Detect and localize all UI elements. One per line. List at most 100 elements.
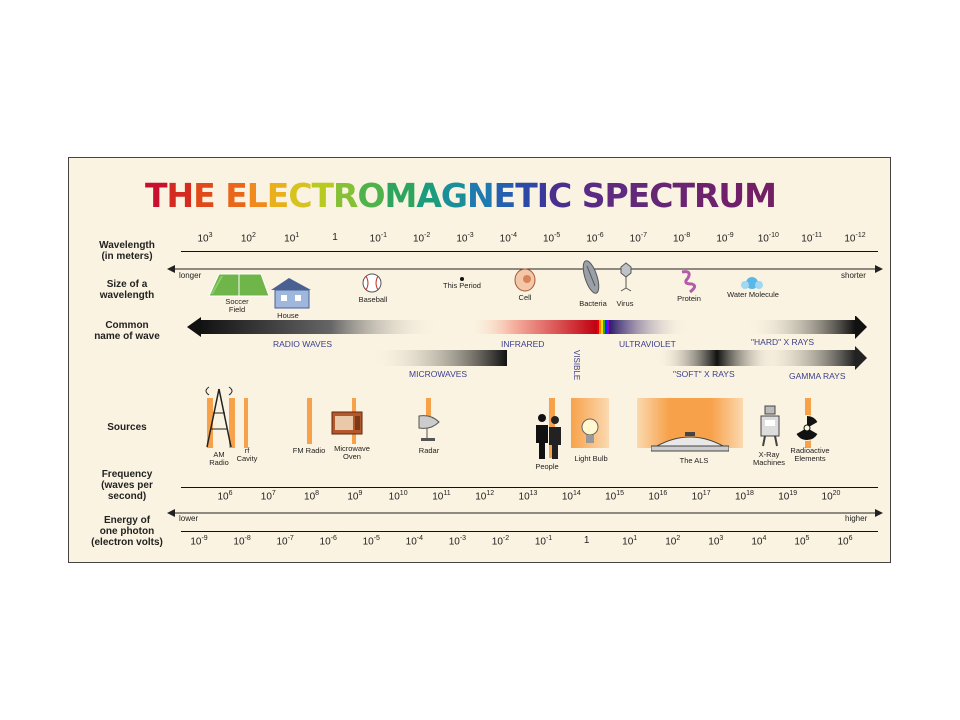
energy-tick: 103 <box>708 535 724 548</box>
lower-label: lower <box>179 514 199 523</box>
arrow-right-icon <box>875 265 883 273</box>
title-letter: R <box>693 176 719 215</box>
frequency-tick: 109 <box>347 490 363 503</box>
ultraviolet-label: ULTRAVIOLET <box>619 339 676 349</box>
baseball-icon <box>362 273 382 293</box>
baseball-label: Baseball <box>358 295 388 304</box>
radio-band <box>199 320 439 334</box>
energy-direction-arrow <box>167 509 883 517</box>
wavelength-tick: 10-2 <box>412 232 431 245</box>
radio-waves-label: RADIO WAVES <box>273 339 333 349</box>
title-letter: M <box>744 176 777 215</box>
frequency-tick: 1014 <box>561 490 581 503</box>
energy-tick: 10-2 <box>491 535 510 548</box>
title-letter: E <box>193 176 216 215</box>
wavelength-tick: 10-12 <box>844 232 866 245</box>
wavelength-tick: 10-9 <box>716 232 734 245</box>
hard-xray-arrow-head-icon <box>855 316 867 339</box>
energy-tick: 104 <box>751 535 767 548</box>
energy-tick: 10-4 <box>405 535 424 548</box>
bacteria-icon <box>582 260 600 294</box>
frequency-tick: 1016 <box>648 490 668 503</box>
title-letter: C <box>288 176 312 215</box>
rf-cavity-glow <box>244 398 248 448</box>
virus-icon <box>620 262 632 292</box>
cell-label: Cell <box>518 293 532 302</box>
title-letter: T <box>672 176 694 215</box>
wavelength-tick: 103 <box>197 232 213 245</box>
energy-tick: 102 <box>665 535 681 548</box>
title-letter: T <box>145 176 167 215</box>
row-label-wavelength: Wavelength (in meters) <box>99 240 155 262</box>
arrow-left-icon <box>167 265 175 273</box>
wavelength-tick: 10-11 <box>801 232 823 245</box>
wavelength-tick: 10-7 <box>629 232 648 245</box>
wavelength-tick: 102 <box>240 232 256 245</box>
am-radio-label: AM Radio <box>209 450 229 467</box>
microwave-band <box>371 350 507 366</box>
title-letter: T <box>515 176 537 215</box>
frequency-tick: 107 <box>260 490 276 503</box>
frequency-tick: 1018 <box>734 490 754 503</box>
wavelength-tick: 10-6 <box>586 232 604 245</box>
frequency-tick: 1017 <box>691 490 711 503</box>
shorter-label: shorter <box>841 271 866 280</box>
soft-xrays-label: "SOFT" X RAYS <box>673 369 735 379</box>
energy-tick: 10-7 <box>276 535 294 548</box>
frequency-tick: 1020 <box>821 490 841 503</box>
wavelength-tick: 10-10 <box>757 232 779 245</box>
cell-icon <box>514 268 536 292</box>
frequency-tick: 108 <box>304 490 320 503</box>
infrared-band <box>467 320 597 334</box>
fm-radio-glow <box>307 398 312 444</box>
title-letter <box>571 176 582 216</box>
energy-tick: 1 <box>583 535 590 546</box>
xray-machine-icon <box>760 405 780 447</box>
energy-tick: 101 <box>622 535 638 548</box>
row-label-size: Size of a wavelength <box>99 279 155 301</box>
am-radio-glow-2 <box>229 398 235 448</box>
title-letter: A <box>416 176 442 215</box>
frequency-tick: 1015 <box>605 490 625 503</box>
microwave-oven-icon <box>331 411 363 435</box>
the-als-label: The ALS <box>679 456 709 465</box>
virus-label: Virus <box>616 299 634 308</box>
radar-label: Radar <box>418 446 440 455</box>
row-label-common-name: Common name of wave <box>94 320 160 342</box>
house-label: House <box>277 311 299 320</box>
ultraviolet-band <box>609 320 689 334</box>
wavelength-tick: 10-3 <box>456 232 474 245</box>
title-letter: E <box>225 176 248 215</box>
als-building-icon <box>651 432 729 452</box>
microwaves-label: MICROWAVES <box>409 369 468 379</box>
row-label-energy: Energy of one photon (electron volts) <box>91 515 163 548</box>
protein-icon <box>681 270 697 294</box>
soft-xray-band <box>657 350 777 366</box>
arrow-right-icon <box>875 509 883 517</box>
light-bulb-label: Light Bulb <box>574 454 608 463</box>
title-letter: E <box>493 176 517 215</box>
frequency-tick: 1012 <box>475 490 495 503</box>
title-letter: L <box>246 176 268 215</box>
fm-radio-label: FM Radio <box>292 446 326 455</box>
energy-tick: 10-8 <box>233 535 251 548</box>
title-letter: T <box>311 176 334 215</box>
frequency-tick: 1010 <box>388 490 408 503</box>
row-label-frequency: Frequency (waves per second) <box>101 469 153 502</box>
title-letter: I <box>536 176 549 215</box>
title-letter <box>215 176 226 216</box>
energy-tick: 10-1 <box>534 535 553 548</box>
wavelength-tick: 10-1 <box>369 232 388 245</box>
frequency-tick: 1019 <box>778 490 798 503</box>
title-letter: P <box>604 176 628 215</box>
water-molecule-label: Water Molecule <box>727 290 779 299</box>
wave-bands <box>187 316 867 370</box>
higher-label: higher <box>845 514 868 523</box>
wavelength-tick: 1 <box>332 232 338 243</box>
am-radio-glow <box>207 398 213 448</box>
microwave-oven-label: Microwave Oven <box>334 444 370 461</box>
energy-tick: 106 <box>837 535 853 548</box>
diagram-title: THE ELECTROMAGNETIC SPECTRUM <box>145 176 777 216</box>
house-icon <box>271 278 311 309</box>
soccer-field-icon <box>209 273 269 297</box>
